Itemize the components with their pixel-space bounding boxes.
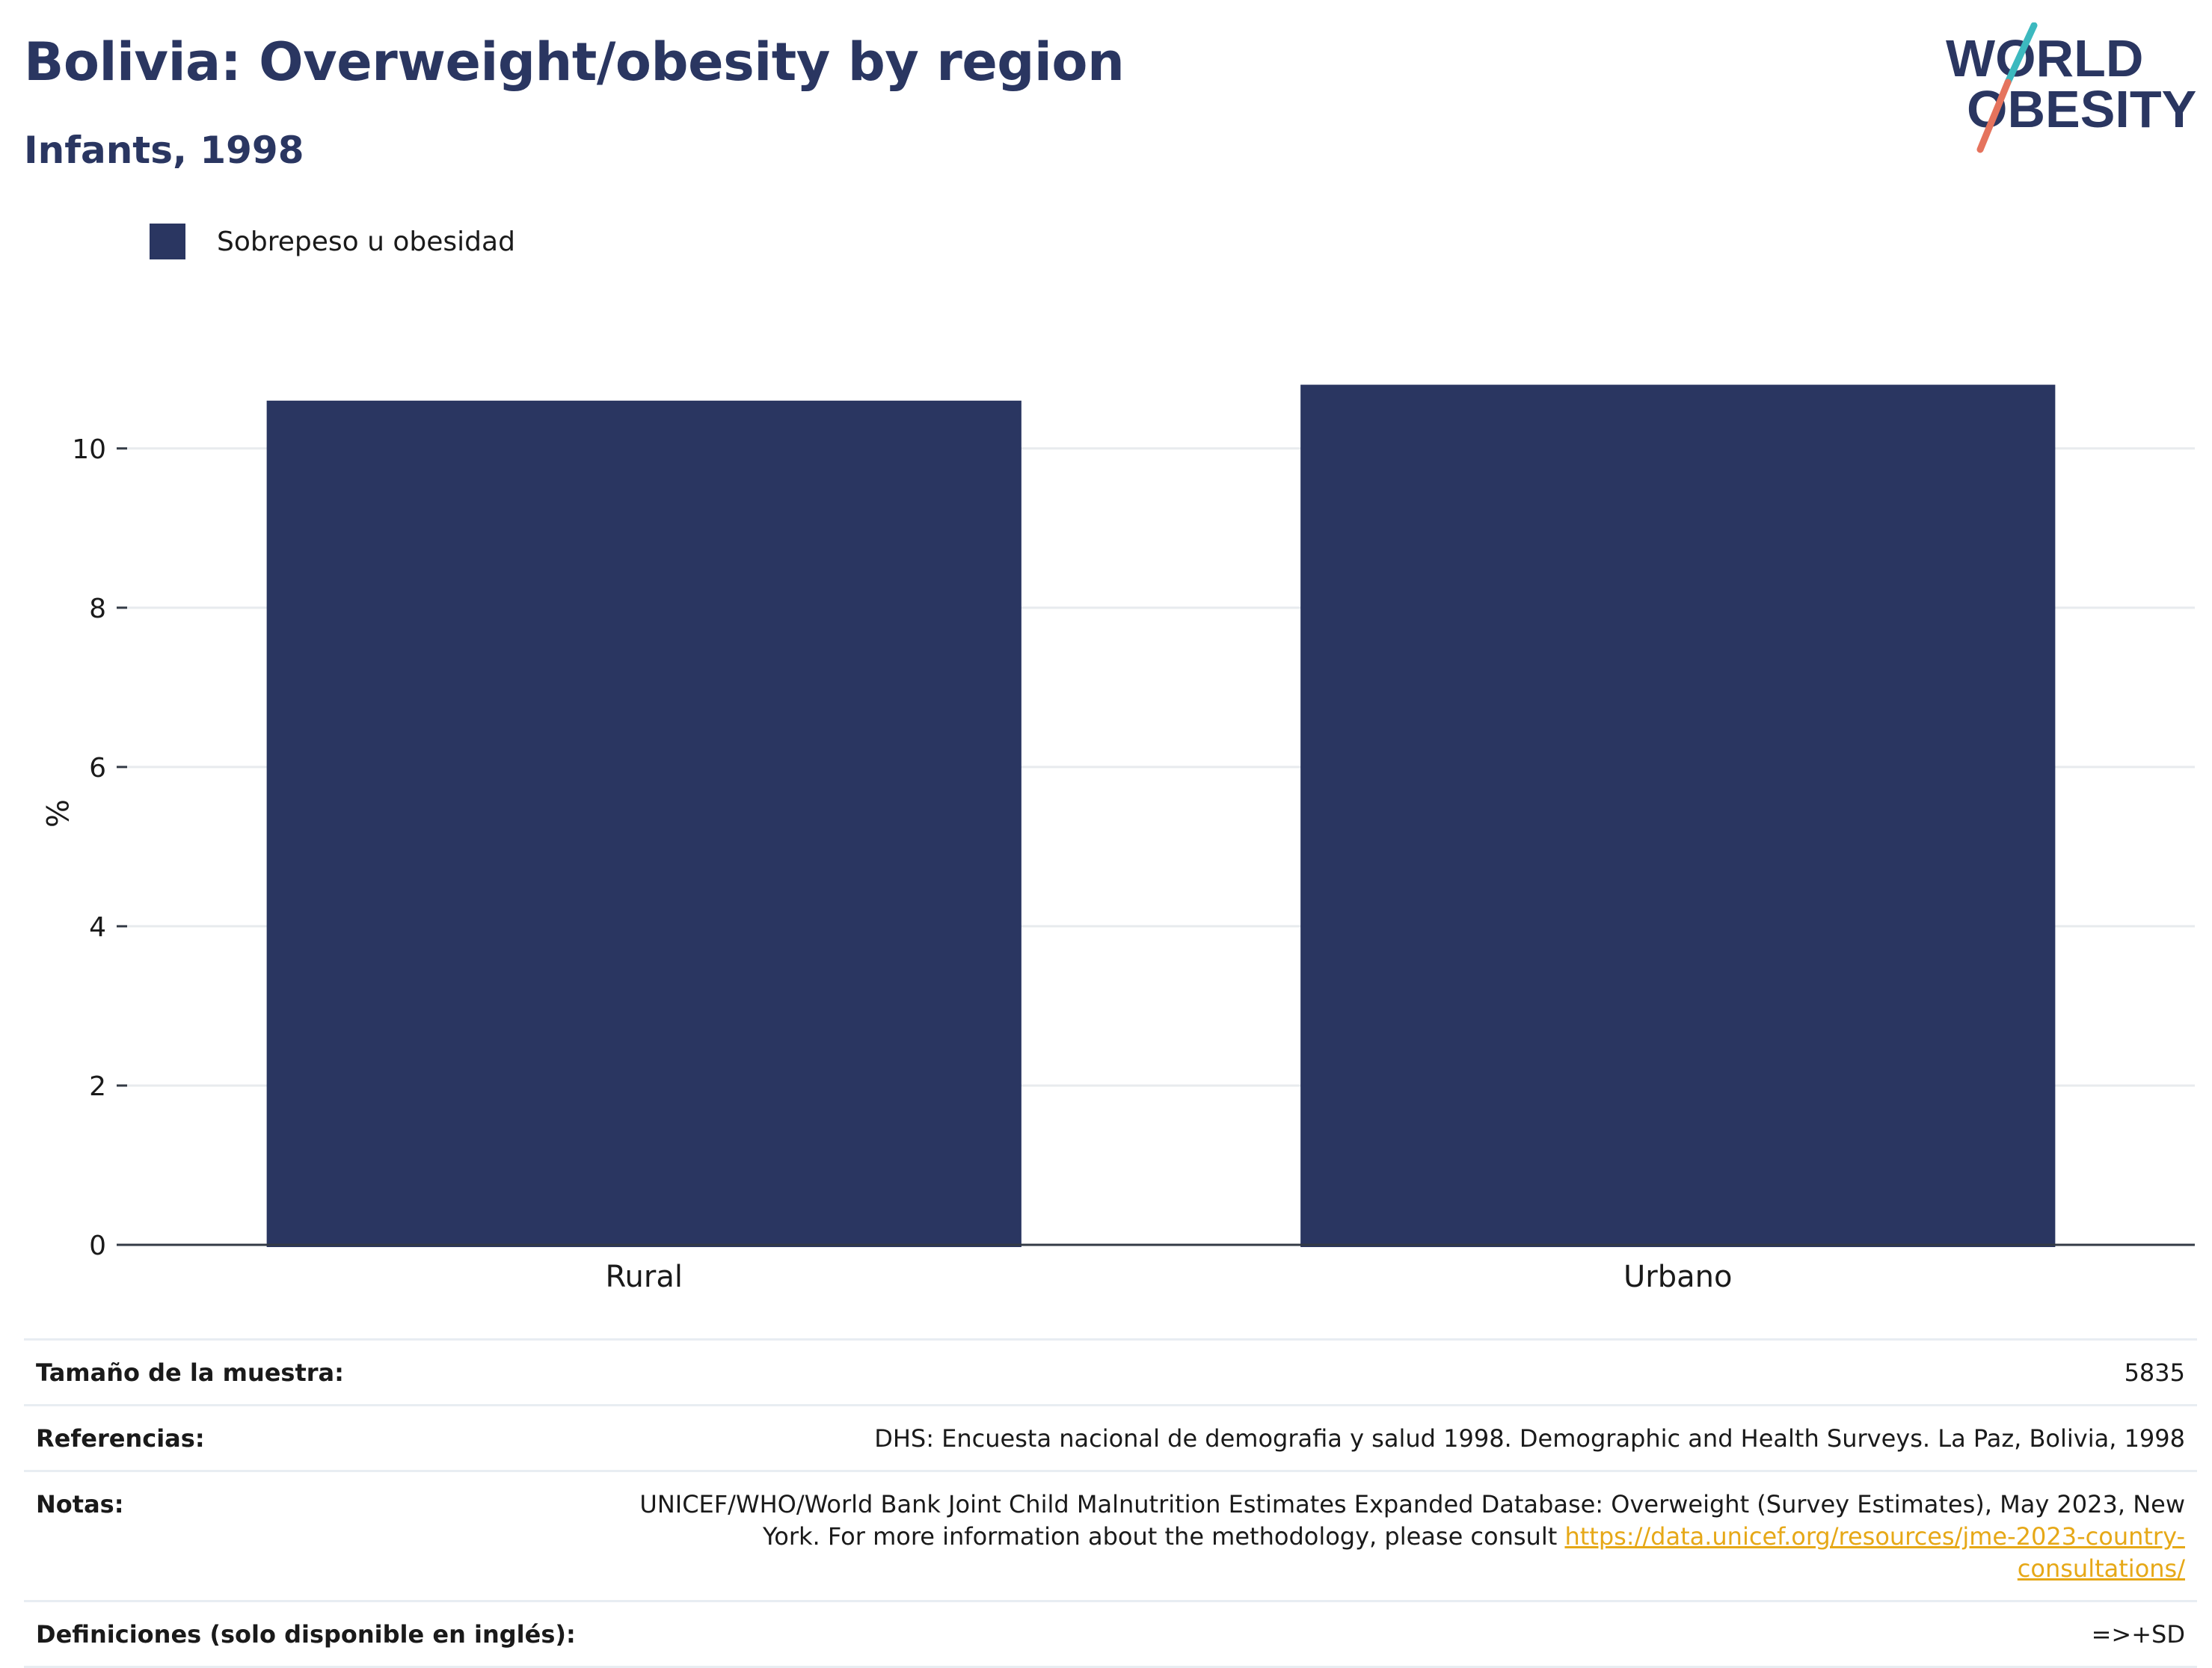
world-obesity-logo: WORLD OBESITY: [1946, 22, 2196, 153]
bars: [266, 384, 2056, 1248]
notes-text-line1: UNICEF/WHO/World Bank Joint Child Malnut…: [639, 1490, 2185, 1518]
chart-title: Bolivia: Overweight/obesity by region: [24, 31, 1125, 93]
notes-value: UNICEF/WHO/World Bank Joint Child Malnut…: [600, 1489, 2185, 1585]
bar-rural: [266, 400, 1021, 1247]
x-tick-label: Rural: [606, 1260, 683, 1294]
y-tick-labels: 0 2 4 6 8 10: [72, 434, 127, 1261]
notes-label: Notas:: [36, 1490, 124, 1518]
methodology-link[interactable]: https://data.unicef.org/resources/jme-20…: [1564, 1522, 2185, 1583]
sample-size-value: 5835: [2124, 1358, 2185, 1387]
definitions-value: =>+SD: [2091, 1620, 2185, 1649]
bar-urbano: [1300, 384, 2056, 1248]
legend: Sobrepeso u obesidad: [150, 223, 515, 260]
notes-text-line2: York. For more information about the met…: [762, 1522, 1558, 1551]
info-row-references: Referencias: DHS: Encuesta nacional de d…: [24, 1404, 2197, 1470]
info-row-definitions: Definiciones (solo disponible en inglés)…: [24, 1600, 2197, 1668]
y-tick-label: 0: [89, 1231, 106, 1261]
y-axis-label: %: [39, 799, 73, 828]
y-tick-label: 10: [72, 434, 106, 465]
logo-slash-coral: [1976, 79, 2012, 153]
logo-slash-teal: [2004, 22, 2038, 86]
y-tick-label: 6: [89, 753, 106, 784]
sample-size-label: Tamaño de la muestra:: [36, 1358, 344, 1387]
y-tick-label: 4: [89, 912, 106, 943]
bar-chart: 0 2 4 6 8 10 Rural Urbano %: [39, 384, 2195, 1294]
logo-line1: WORLD: [1946, 29, 2143, 87]
x-tick-label: Urbano: [1623, 1260, 1732, 1294]
y-tick-label: 8: [89, 594, 106, 624]
references-value: DHS: Encuesta nacional de demografia y s…: [874, 1424, 2185, 1453]
references-label: Referencias:: [36, 1424, 205, 1453]
chart-subtitle: Infants, 1998: [24, 129, 304, 172]
definitions-label: Definiciones (solo disponible en inglés)…: [36, 1620, 576, 1649]
info-table: Tamaño de la muestra: 5835 Referencias: …: [24, 1338, 2197, 1668]
legend-swatch: [150, 224, 185, 259]
y-tick-label: 2: [89, 1071, 106, 1102]
info-row-notes: Notas: UNICEF/WHO/World Bank Joint Child…: [24, 1470, 2197, 1600]
info-row-sample-size: Tamaño de la muestra: 5835: [24, 1338, 2197, 1404]
x-tick-labels: Rural Urbano: [606, 1260, 1733, 1294]
legend-label: Sobrepeso u obesidad: [217, 226, 515, 257]
